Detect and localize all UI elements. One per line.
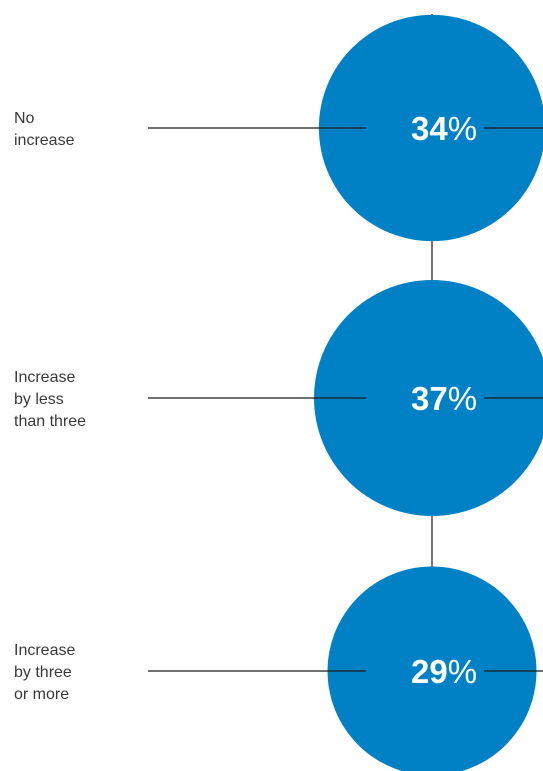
category-label-3: Increase by three or more [14, 642, 75, 703]
category-label-2: Increase by less than three [14, 369, 86, 430]
bubble-3 [327, 566, 537, 771]
value-label-1: 34% [411, 110, 477, 147]
bubble-2 [314, 280, 543, 516]
value-label-2: 37% [411, 380, 477, 417]
value-label-3: 29% [411, 653, 477, 690]
bubble-1 [318, 14, 543, 242]
category-label-1: No increase [14, 110, 75, 149]
